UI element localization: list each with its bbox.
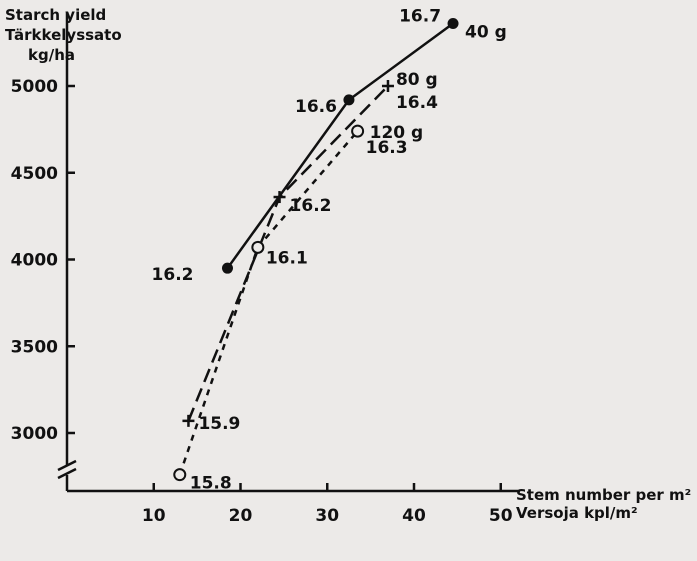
y-axis-title-line-2: Tärkkelyssato xyxy=(5,26,122,44)
data-labels: 16.2 16.6 16.7 40 g 15.9 16.2 16.4 80 g 15.8 16.1… xyxy=(152,7,507,494)
x-tick-label: 30 xyxy=(315,506,339,526)
series-name-label: 40 g xyxy=(465,23,507,43)
point-label: 16.7 xyxy=(399,7,441,27)
point-marker-cross xyxy=(182,414,195,427)
axis-break-mark xyxy=(57,459,77,472)
point-marker-filled xyxy=(343,94,355,106)
x-tick-label: 20 xyxy=(229,506,253,526)
y-axis-title-line-1: Starch yield xyxy=(5,6,106,24)
series-lines xyxy=(178,22,454,476)
point-marker-open xyxy=(351,124,365,138)
point-marker-cross xyxy=(273,191,286,204)
x-tick-label: 10 xyxy=(142,506,166,526)
axes: 10 20 30 40 50 3000 3500 4000 4500 5000 xyxy=(11,12,520,526)
x-axis-title-line-2: Versoja kpl/m² xyxy=(516,504,638,522)
y-tick-label: 4500 xyxy=(11,164,58,184)
point-label: 16.2 xyxy=(290,196,332,216)
point-label: 16.1 xyxy=(266,248,308,268)
point-label: 15.9 xyxy=(198,414,240,434)
point-marker-cross xyxy=(381,80,394,92)
y-axis-title-line-3: kg/ha xyxy=(28,46,75,64)
point-label: 16.4 xyxy=(396,93,438,113)
markers xyxy=(173,18,459,482)
series-name-label: 80 g xyxy=(396,70,438,90)
axis-break-mark xyxy=(57,467,77,480)
point-label: 16.3 xyxy=(366,138,408,158)
y-tick-label: 5000 xyxy=(11,77,58,97)
y-tick-label: 3000 xyxy=(11,424,58,444)
point-marker-filled xyxy=(221,262,233,274)
point-label: 16.6 xyxy=(295,97,337,117)
series-line-40g xyxy=(226,22,454,269)
point-label: 16.2 xyxy=(152,265,194,285)
point-marker-open xyxy=(251,240,265,254)
y-tick-label: 3500 xyxy=(11,337,58,357)
point-label: 15.8 xyxy=(190,474,232,494)
series-name-label: 120 g xyxy=(370,123,424,143)
y-tick-label: 4000 xyxy=(11,251,58,271)
point-marker-open xyxy=(173,468,187,482)
x-tick-label: 50 xyxy=(489,506,513,526)
x-tick-label: 40 xyxy=(402,506,426,526)
point-marker-filled xyxy=(447,18,459,30)
x-axis-title-line-1: Stem number per m² xyxy=(516,486,691,504)
